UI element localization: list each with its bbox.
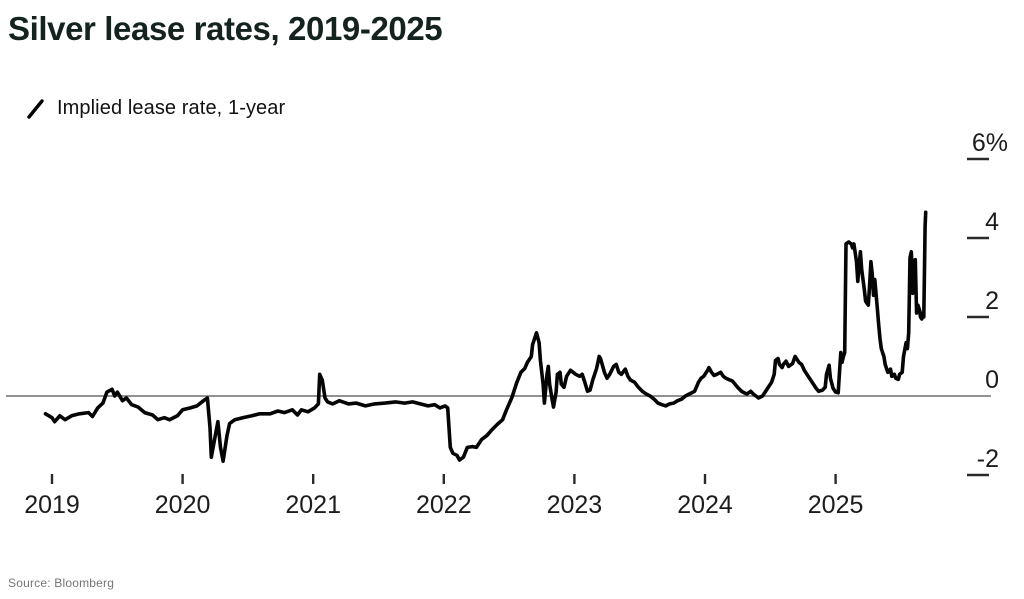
x-axis-label: 2019 [24, 491, 80, 519]
y-axis-label: 0 [985, 366, 999, 394]
diagonal-line-icon [25, 98, 47, 120]
chart-legend: Implied lease rate, 1-year [25, 97, 285, 120]
x-axis-label: 2020 [155, 491, 211, 519]
chart-title: Silver lease rates, 2019-2025 [8, 10, 443, 47]
legend-label: Implied lease rate, 1-year [57, 97, 286, 119]
lease-rate-line [43, 210, 928, 463]
x-axis-label: 2022 [416, 491, 472, 519]
y-axis-label: 4 [985, 208, 999, 236]
x-axis-label: 2021 [285, 491, 341, 519]
source-note: Source: Bloomberg [8, 576, 115, 590]
y-axis-label: 2 [985, 287, 999, 315]
x-axis-label: 2024 [677, 491, 733, 519]
y-axis-label: 6% [972, 129, 1008, 157]
x-axis-label: 2025 [808, 491, 864, 519]
x-axis-label: 2023 [547, 491, 603, 519]
y-axis-label: -2 [977, 445, 999, 473]
